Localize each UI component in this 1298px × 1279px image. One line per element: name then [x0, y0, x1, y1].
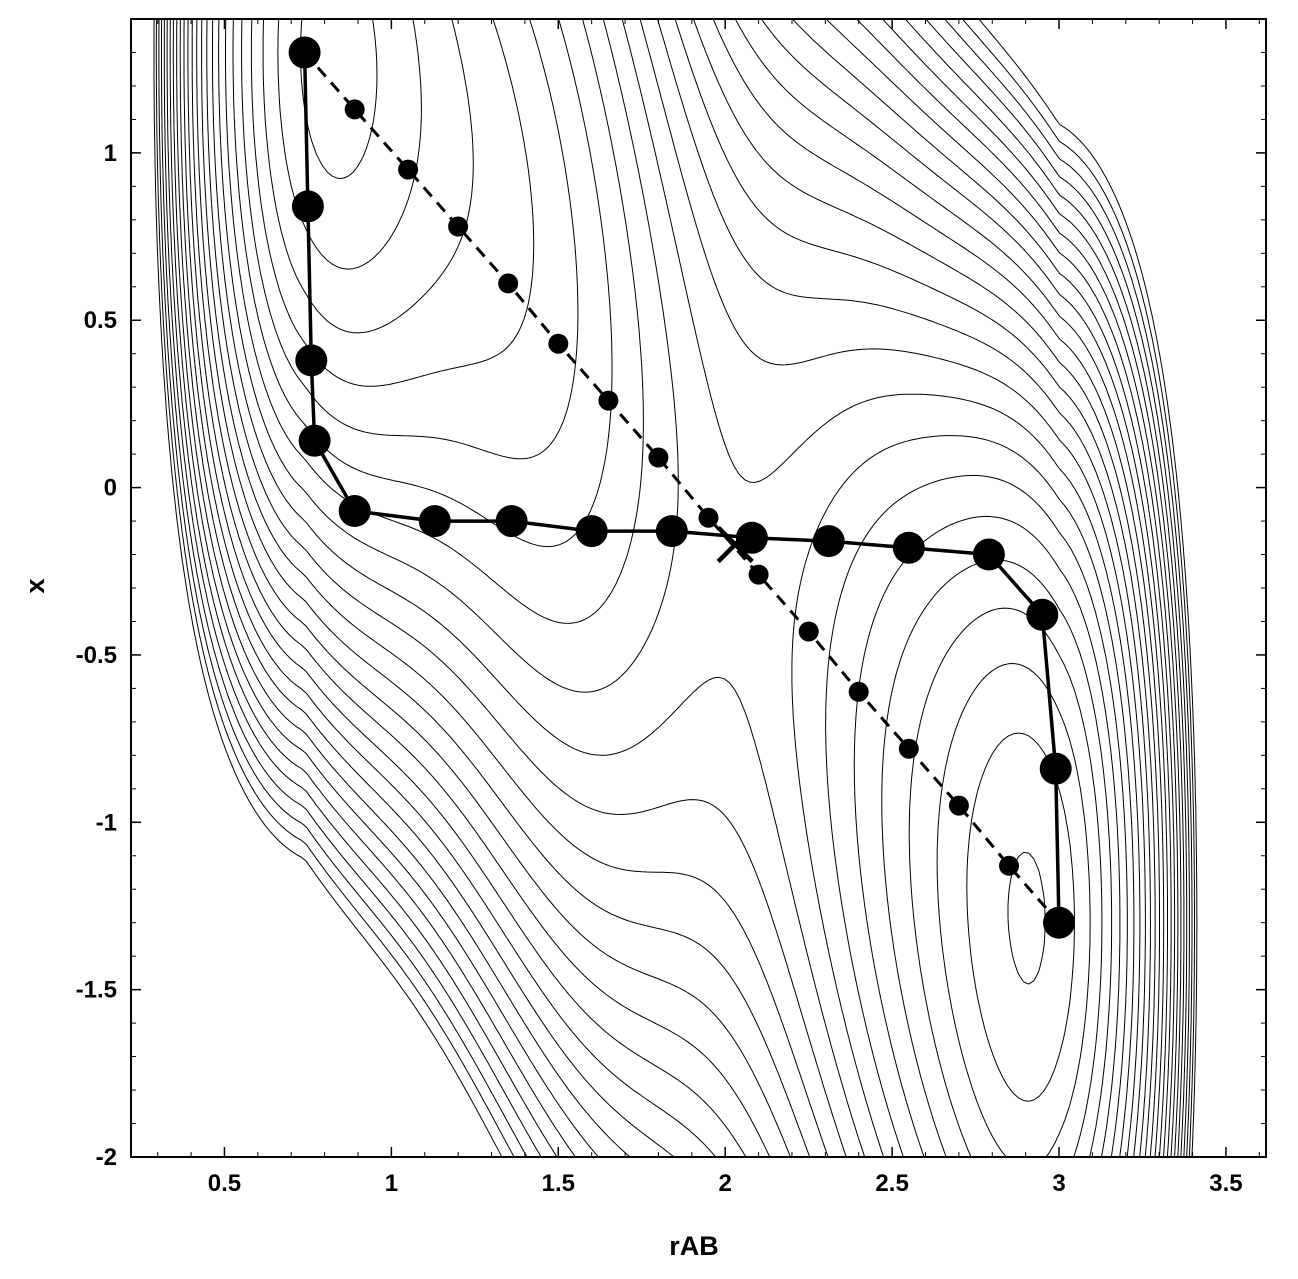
dashed-path-point — [898, 738, 919, 759]
contour-line-13 — [196, 19, 1156, 1157]
solid-path-point — [295, 344, 328, 377]
solid-path-point — [1039, 752, 1072, 785]
contour-line-17 — [179, 19, 1172, 1157]
contour-line-6 — [241, 19, 1113, 1157]
x-tick-label: 2.5 — [875, 1170, 908, 1197]
contour-line-21 — [166, 19, 1185, 1157]
y-tick-label: 0 — [104, 475, 117, 502]
solid-path-line — [302, 52, 1061, 923]
contour-line-3 — [277, 19, 1075, 1102]
dashed-path-point — [698, 507, 719, 528]
x-axis-label: rAB — [669, 1231, 719, 1261]
x-tick-label: 3 — [1052, 1170, 1065, 1197]
contour-line-24 — [158, 19, 1193, 1157]
saddle-cross-marker — [716, 525, 754, 564]
dashed-path-point — [294, 42, 315, 63]
y-tick-label: 0.5 — [84, 307, 117, 334]
dashed-path-point — [498, 273, 519, 294]
dashed-path-point — [848, 681, 869, 702]
solid-path-point — [418, 505, 451, 538]
solid-path-point — [338, 495, 371, 527]
dashed-path-point — [748, 564, 769, 585]
solid-path-point — [655, 515, 688, 548]
dashed-path-point — [798, 621, 819, 642]
x-tick-label: 2 — [719, 1170, 732, 1197]
dashed-path-point — [999, 855, 1019, 876]
solid-path-point — [972, 538, 1005, 571]
contour-line-20 — [169, 19, 1182, 1157]
axis-ticks: 0.5 1 1.5 2 2.5 3 3.5 -2 -1.5 -1 -0.5 0 0.5 1 — [76, 19, 1266, 1197]
dashed-path-line — [303, 51, 1061, 924]
dashed-path-point — [344, 99, 365, 120]
dashed-path-point — [398, 159, 419, 180]
solid-path-point — [291, 190, 324, 223]
solid-path-point — [495, 505, 528, 538]
dashed-path-point — [448, 216, 469, 237]
contour-line-8 — [225, 19, 1128, 1157]
plot-frame — [130, 18, 1267, 1158]
dashed-path-point — [648, 447, 669, 468]
contour-line-23 — [161, 19, 1190, 1157]
y-tick-label: -0.5 — [76, 642, 117, 669]
contour-line-10 — [212, 19, 1141, 1157]
x-tick-label: 3.5 — [1209, 1170, 1242, 1197]
solid-path-point — [298, 424, 331, 457]
y-axis-label: x — [20, 578, 50, 593]
contour-line-25 — [155, 19, 1195, 1157]
contour-line-11 — [206, 19, 1146, 1157]
contour-line-16 — [183, 19, 1168, 1157]
contour-line-26 — [153, 19, 1198, 1157]
solid-path-point — [575, 515, 608, 548]
contour-line-22 — [163, 19, 1188, 1157]
dashed-path-point — [1049, 912, 1069, 933]
contour-lines — [153, 19, 1198, 1157]
dashed-path-point — [948, 795, 969, 816]
contour-line-14 — [191, 19, 1160, 1157]
solid-path-point — [1026, 598, 1059, 631]
solid-path-point — [812, 525, 845, 558]
series-layer — [288, 36, 1075, 939]
y-tick-label: -2 — [96, 1144, 117, 1171]
contour-line-4 — [262, 19, 1091, 1157]
dashed-path-point — [548, 333, 569, 354]
solid-path-point — [892, 531, 925, 564]
y-tick-label: -1 — [96, 809, 117, 836]
contour-line-5 — [250, 19, 1103, 1157]
x-tick-label: 1.5 — [542, 1170, 575, 1197]
contour-line-15 — [187, 19, 1165, 1157]
solid-path-point — [735, 521, 768, 554]
x-tick-label: 1 — [385, 1170, 398, 1197]
y-tick-label: 1 — [104, 140, 117, 167]
dashed-path-point — [598, 390, 619, 411]
x-tick-label: 0.5 — [208, 1170, 241, 1197]
contour-line-18 — [176, 19, 1176, 1157]
y-tick-label: -1.5 — [76, 977, 117, 1004]
contour-line-12 — [201, 19, 1151, 1157]
